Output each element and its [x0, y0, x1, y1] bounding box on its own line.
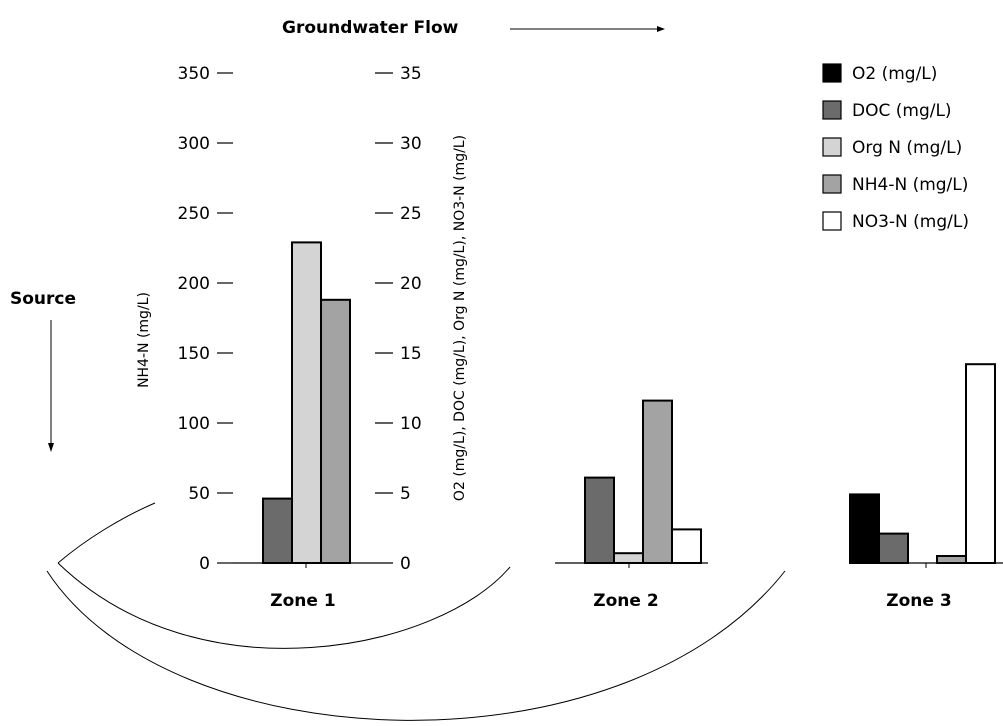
right-tick-label: 25: [400, 204, 422, 224]
zoom-curve-lower: [46, 570, 786, 721]
legend-label: NO3-N (mg/L): [852, 212, 969, 232]
legend-label: DOC (mg/L): [852, 101, 952, 121]
zone-label: Zone 2: [593, 591, 658, 611]
bar-zone1-org: [291, 241, 322, 564]
right-tick-label: 15: [400, 344, 422, 364]
legend-label: Org N (mg/L): [852, 138, 962, 158]
bar-zone3-doc: [878, 532, 909, 564]
source-arrow-icon: [48, 443, 54, 452]
left-tick-label: 350: [178, 64, 210, 84]
bars-layer: [262, 241, 996, 565]
legend-label: NH4-N (mg/L): [852, 175, 968, 195]
zone-label: Zone 3: [886, 591, 951, 611]
bar-zone3-nh4n: [936, 555, 967, 564]
bar-zone2-doc: [584, 476, 615, 565]
left-axis: 350 300 250 200 150 100 50 0: [178, 64, 233, 574]
right-axis-title: O2 (mg/L), DOC (mg/L), Org N (mg/L), NO3…: [452, 135, 468, 501]
bar-zone2-no3n: [671, 528, 702, 565]
zone-label: Zone 1: [270, 591, 335, 611]
left-axis-title: NH4-N (mg/L): [136, 292, 152, 388]
legend-swatch: [822, 211, 842, 231]
legend-swatch: [822, 100, 842, 120]
zoom-curves: [46, 502, 786, 721]
legend-label: O2 (mg/L): [852, 64, 937, 84]
right-tick-label: 20: [400, 274, 422, 294]
legend: O2 (mg/L) DOC (mg/L) Org N (mg/L) NH4-N …: [822, 63, 969, 232]
left-tick-label: 300: [178, 134, 210, 154]
right-tick-label: 30: [400, 134, 422, 154]
bar-zone1-doc: [262, 497, 293, 565]
flow-arrow-icon: [657, 26, 665, 32]
source-label: Source: [10, 289, 76, 309]
right-tick-label: 10: [400, 414, 422, 434]
zoom-curve-upper: [57, 562, 511, 649]
legend-swatch: [822, 137, 842, 157]
right-tick-label: 35: [400, 64, 422, 84]
zoom-curve-upper-left: [57, 502, 156, 564]
right-tick-label: 0: [400, 554, 411, 574]
flow-label: Groundwater Flow: [282, 18, 459, 38]
bar-zone3-no3n: [965, 363, 996, 565]
left-tick-label: 250: [178, 204, 210, 224]
bar-zone1-nh4n: [320, 298, 351, 564]
bar-zone2-nh4n: [642, 399, 673, 564]
bar-zone2-org: [613, 552, 644, 565]
bar-zone3-o2: [849, 493, 880, 564]
legend-swatch: [822, 63, 842, 83]
right-axis: 35 30 25 20 15 10 5 0: [375, 64, 422, 574]
right-tick-label: 5: [400, 484, 411, 504]
left-tick-label: 0: [199, 554, 210, 574]
legend-swatch: [822, 174, 842, 194]
left-tick-label: 150: [178, 344, 210, 364]
left-tick-label: 100: [178, 414, 210, 434]
left-tick-label: 50: [188, 484, 210, 504]
left-tick-label: 200: [178, 274, 210, 294]
